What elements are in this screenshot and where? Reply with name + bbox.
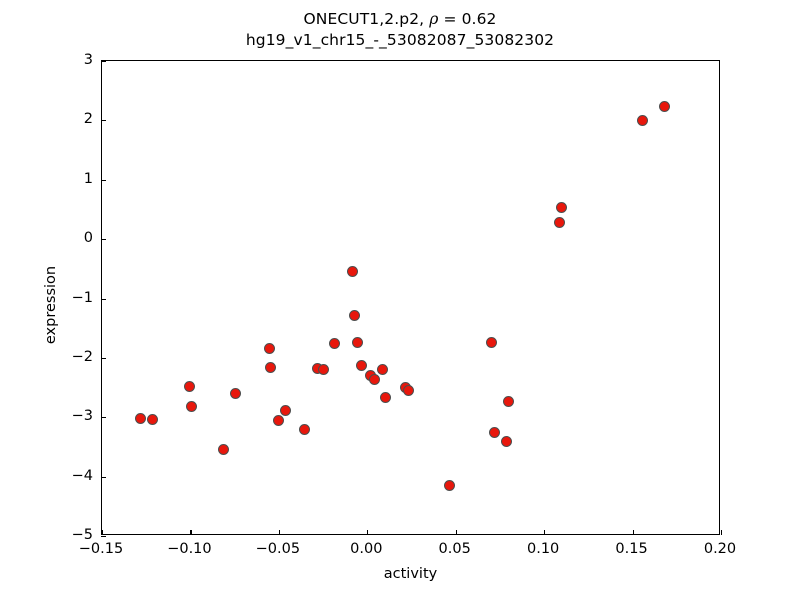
rho-value: = 0.62 bbox=[438, 10, 497, 28]
data-point bbox=[146, 413, 158, 425]
data-point bbox=[134, 412, 146, 424]
data-point bbox=[279, 405, 291, 417]
rho-symbol: ρ bbox=[429, 10, 439, 28]
x-tick-mark bbox=[455, 530, 457, 535]
data-point bbox=[329, 338, 341, 350]
data-point bbox=[346, 265, 358, 277]
y-tick-label: −5 bbox=[71, 527, 93, 543]
data-point bbox=[444, 480, 456, 492]
chart-title-line-1: ONECUT1,2.p2, ρ = 0.62 bbox=[0, 9, 800, 30]
y-tick-label: −1 bbox=[71, 289, 93, 306]
data-point bbox=[403, 385, 415, 397]
y-tick-mark bbox=[101, 476, 106, 478]
chart-title-line-2: hg19_v1_chr15_-_53082087_53082302 bbox=[245, 31, 555, 49]
y-tick-mark bbox=[101, 179, 106, 181]
y-tick-label: 3 bbox=[83, 52, 93, 68]
data-point bbox=[658, 101, 670, 113]
x-tick-label: 0.10 bbox=[526, 541, 560, 557]
data-point bbox=[368, 374, 380, 386]
x-tick-mark bbox=[190, 530, 192, 535]
data-point bbox=[485, 336, 497, 348]
x-tick-label: −0.05 bbox=[255, 541, 301, 557]
x-tick-label: 0.05 bbox=[438, 541, 471, 557]
data-point bbox=[217, 444, 229, 456]
data-point bbox=[556, 202, 568, 214]
x-tick-label: −0.15 bbox=[78, 541, 124, 557]
data-point bbox=[230, 388, 242, 399]
y-tick-label: −3 bbox=[71, 408, 93, 425]
x-axis-label: activity bbox=[383, 566, 438, 582]
data-point bbox=[636, 115, 648, 127]
data-point bbox=[356, 359, 368, 371]
y-tick-mark bbox=[101, 357, 106, 359]
y-tick-label: 2 bbox=[83, 111, 93, 128]
data-point bbox=[263, 342, 275, 354]
data-point bbox=[489, 426, 501, 438]
data-point bbox=[376, 363, 388, 375]
data-point bbox=[299, 424, 310, 436]
data-point bbox=[349, 309, 361, 321]
data-point bbox=[318, 364, 330, 376]
x-tick-label: 0.20 bbox=[703, 541, 737, 557]
data-point bbox=[265, 361, 277, 373]
x-tick-mark bbox=[544, 530, 546, 535]
plot-axes-frame bbox=[101, 60, 723, 538]
y-tick-label: 1 bbox=[83, 170, 93, 187]
data-point bbox=[273, 414, 285, 426]
data-point bbox=[184, 381, 196, 393]
title-motif-name: ONECUT1,2.p2, bbox=[303, 10, 430, 28]
data-point bbox=[500, 435, 512, 447]
chart-title: ONECUT1,2.p2, ρ = 0.62 hg19_v1_chr15_-_5… bbox=[0, 9, 800, 51]
x-tick-label: −0.10 bbox=[167, 541, 212, 557]
y-tick-label: −2 bbox=[71, 348, 93, 365]
data-point-layer bbox=[102, 61, 719, 534]
y-tick-mark bbox=[101, 536, 106, 538]
y-tick-mark bbox=[101, 298, 106, 300]
x-tick-mark bbox=[367, 530, 369, 535]
x-tick-mark bbox=[278, 530, 280, 535]
x-tick-mark bbox=[632, 530, 634, 535]
y-tick-label: 0 bbox=[83, 230, 93, 247]
y-tick-mark bbox=[101, 120, 106, 122]
x-tick-label: 0.15 bbox=[615, 541, 648, 557]
data-point bbox=[503, 396, 515, 408]
data-point bbox=[352, 336, 364, 348]
x-tick-mark bbox=[102, 530, 104, 535]
data-point bbox=[185, 401, 197, 413]
data-point bbox=[380, 391, 392, 403]
y-tick-label: −4 bbox=[71, 467, 93, 484]
data-point bbox=[553, 217, 565, 228]
y-tick-mark bbox=[101, 61, 106, 63]
x-tick-label: 0.00 bbox=[350, 541, 383, 557]
y-tick-mark bbox=[101, 239, 106, 241]
x-tick-mark bbox=[721, 530, 723, 535]
y-tick-mark bbox=[101, 417, 106, 419]
